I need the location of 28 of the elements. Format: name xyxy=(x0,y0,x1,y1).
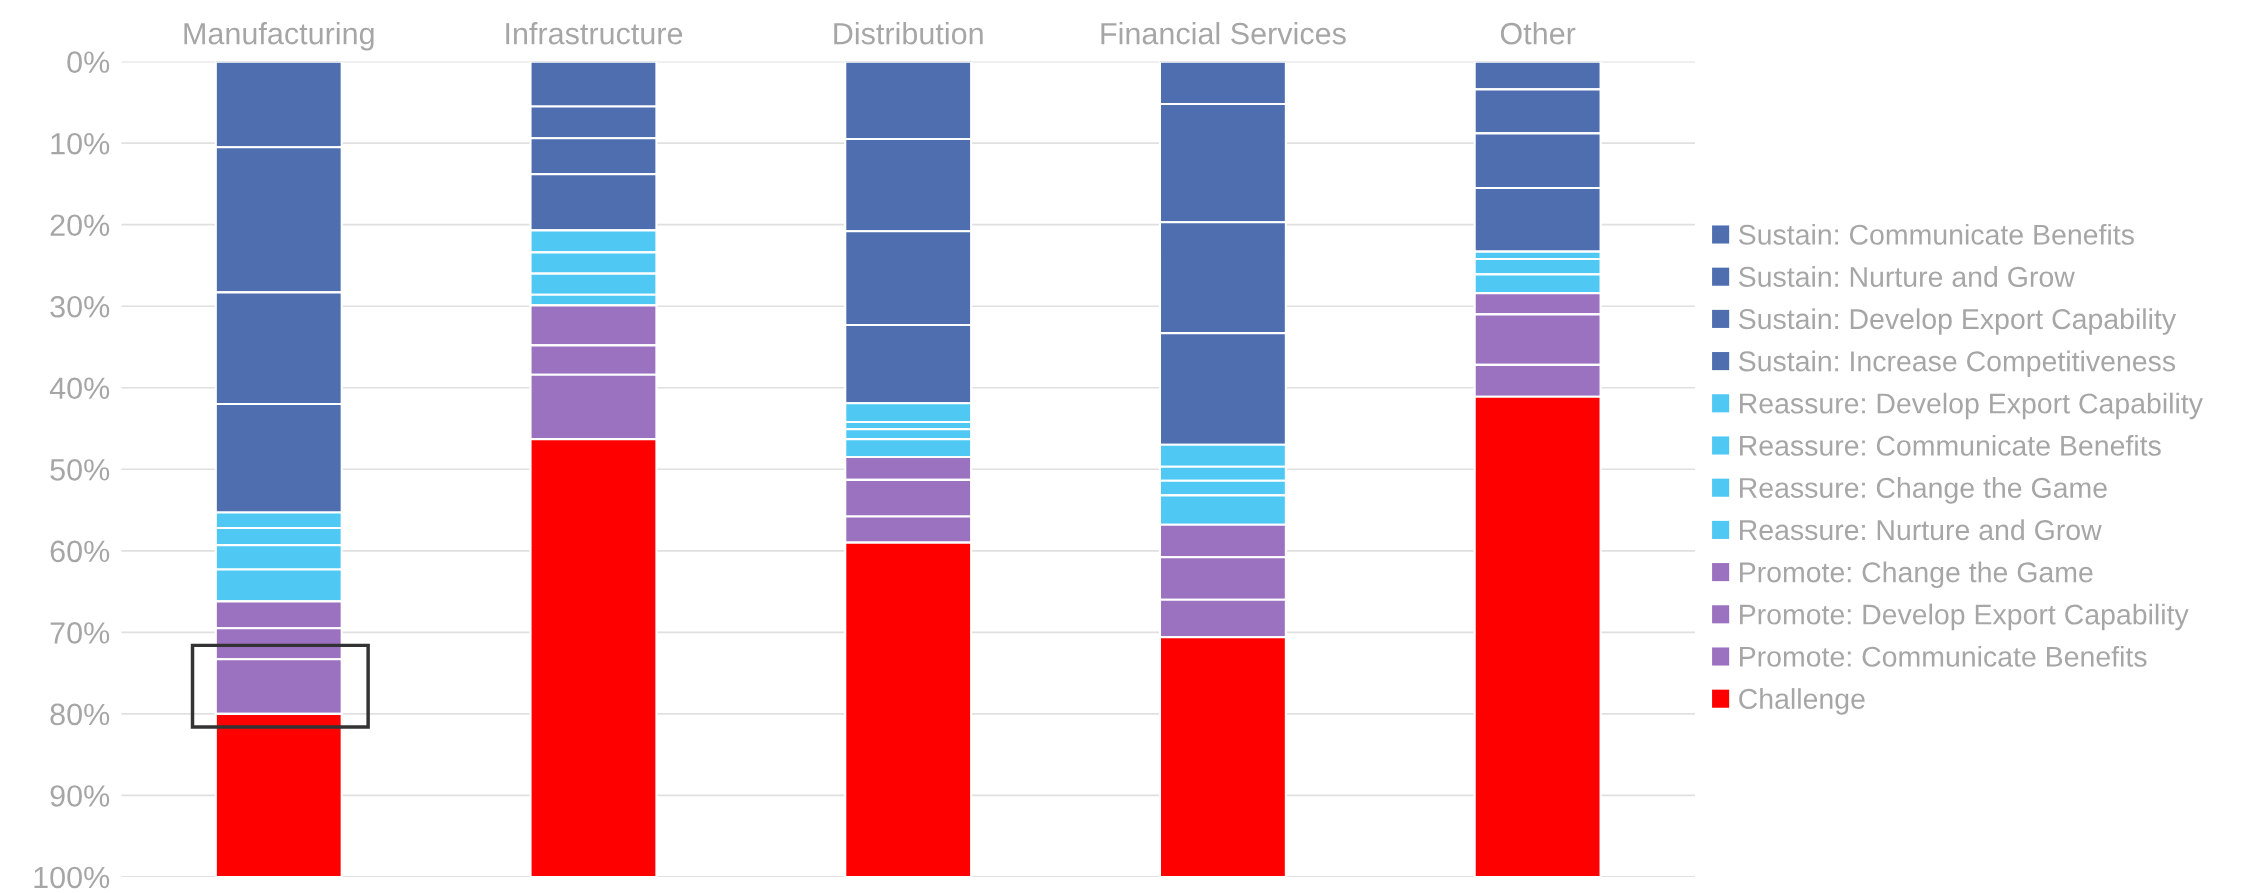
y-tick-label: 100% xyxy=(34,866,110,889)
legend-label: Challenge xyxy=(1739,688,1865,715)
y-tick-label: 60% xyxy=(50,540,110,563)
legend-label: Reassure: Nurture and Grow xyxy=(1740,519,2102,541)
y-tick-label: 20% xyxy=(50,214,110,237)
legend-label: Reassure: Communicate Benefits xyxy=(1740,434,2161,456)
y-tick-label: 80% xyxy=(50,703,110,726)
legend-label: Sustain: Develop Export Capability xyxy=(1738,308,2177,335)
x-tick-label: Infrastructure xyxy=(506,22,683,45)
legend-label: Promote: Change the Game xyxy=(1740,561,2093,589)
x-tick-label: Distribution xyxy=(834,22,983,45)
y-tick-label: 70% xyxy=(50,622,110,644)
legend-label: Sustain: Nurture and Grow xyxy=(1738,266,2075,288)
legend-label: Sustain: Increase Competitiveness xyxy=(1738,350,2176,378)
x-tick-label: Other xyxy=(1500,22,1576,45)
x-tick-label: Financial Services xyxy=(1101,22,1346,45)
legend-label: Reassure: Develop Export Capability xyxy=(1740,392,2203,420)
y-tick-label: 40% xyxy=(49,377,110,400)
x-tick-label: Manufacturing xyxy=(184,22,374,51)
legend-label: Sustain: Communicate Benefits xyxy=(1738,223,2134,245)
legend-label: Promote: Communicate Benefits xyxy=(1740,645,2147,667)
legend-label: Promote: Develop Export Capability xyxy=(1740,603,2189,631)
y-tick-label: 10% xyxy=(51,132,110,155)
y-tick-label: 30% xyxy=(50,295,110,318)
y-tick-label: 90% xyxy=(50,785,110,807)
y-tick-label: 50% xyxy=(50,459,110,481)
legend-label: Reassure: Change the Game xyxy=(1740,477,2107,504)
y-tick-label: 0% xyxy=(67,51,110,73)
